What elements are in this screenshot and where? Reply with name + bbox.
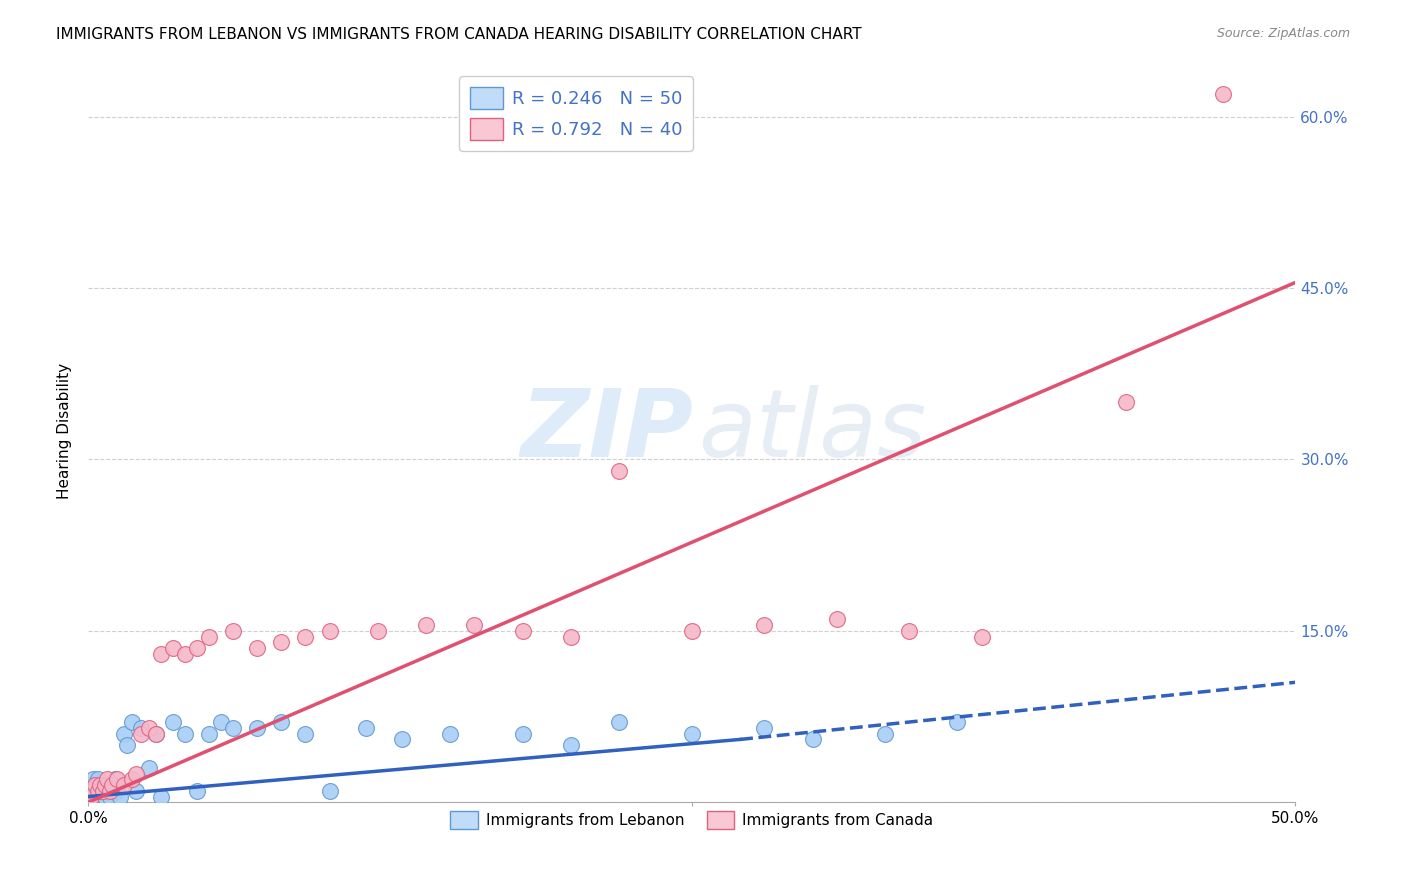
Point [162, 715, 184, 730]
Point [198, 630, 221, 644]
Point [79, 789, 101, 804]
Point [173, 647, 195, 661]
Point [112, 778, 135, 792]
Point [129, 727, 152, 741]
Point [91, 778, 114, 792]
Point [681, 727, 703, 741]
Point [96, 772, 118, 787]
Point [609, 715, 631, 730]
Y-axis label: Hearing Disability: Hearing Disability [58, 363, 72, 499]
Point [89, 789, 111, 804]
Point [149, 789, 172, 804]
Point [138, 761, 160, 775]
Point [463, 618, 485, 632]
Point [87, 784, 110, 798]
Point [145, 727, 167, 741]
Text: IMMIGRANTS FROM LEBANON VS IMMIGRANTS FROM CANADA HEARING DISABILITY CORRELATION: IMMIGRANTS FROM LEBANON VS IMMIGRANTS FR… [56, 27, 862, 42]
Point [825, 612, 848, 626]
Point [512, 624, 534, 638]
Point [121, 772, 143, 787]
Point [84, 789, 107, 804]
Point [391, 732, 413, 747]
Point [754, 618, 776, 632]
Point [125, 784, 148, 798]
Point [970, 630, 993, 644]
Point [367, 624, 389, 638]
Point [173, 727, 195, 741]
Text: ZIP: ZIP [520, 385, 693, 477]
Point [91, 784, 114, 798]
Point [512, 727, 534, 741]
Point [79, 778, 101, 792]
Point [125, 766, 148, 780]
Point [79, 789, 101, 804]
Point [112, 727, 135, 741]
Point [294, 630, 316, 644]
Point [898, 624, 921, 638]
Point [246, 640, 269, 655]
Point [149, 647, 172, 661]
Point [84, 778, 107, 792]
Point [91, 784, 114, 798]
Point [946, 715, 969, 730]
Text: atlas: atlas [699, 385, 927, 476]
Text: Source: ZipAtlas.com: Source: ZipAtlas.com [1216, 27, 1350, 40]
Point [82, 784, 104, 798]
Point [89, 784, 111, 798]
Point [96, 784, 118, 798]
Point [101, 784, 124, 798]
Point [294, 727, 316, 741]
Point [873, 727, 896, 741]
Point [1115, 395, 1137, 409]
Point [115, 738, 138, 752]
Point [186, 784, 208, 798]
Point [162, 640, 184, 655]
Legend: Immigrants from Lebanon, Immigrants from Canada: Immigrants from Lebanon, Immigrants from… [444, 805, 939, 836]
Point [560, 630, 582, 644]
Point [89, 778, 111, 792]
Point [145, 727, 167, 741]
Point [82, 784, 104, 798]
Point [98, 789, 121, 804]
Point [354, 721, 377, 735]
Point [1212, 87, 1234, 101]
Point [104, 772, 127, 787]
Point [222, 624, 245, 638]
Point [94, 789, 117, 804]
Point [560, 738, 582, 752]
Point [129, 721, 152, 735]
Point [186, 640, 208, 655]
Point [98, 784, 121, 798]
Point [270, 715, 292, 730]
Point [87, 772, 110, 787]
Point [138, 721, 160, 735]
Point [82, 772, 104, 787]
Point [209, 715, 232, 730]
Point [87, 789, 110, 804]
Point [318, 784, 340, 798]
Point [318, 624, 340, 638]
Point [121, 715, 143, 730]
Point [754, 721, 776, 735]
Point [270, 635, 292, 649]
Point [105, 784, 128, 798]
Point [801, 732, 824, 747]
Point [82, 789, 104, 804]
Point [101, 778, 124, 792]
Point [609, 464, 631, 478]
Point [84, 784, 107, 798]
Point [246, 721, 269, 735]
Point [105, 772, 128, 787]
Point [415, 618, 437, 632]
Point [681, 624, 703, 638]
Point [84, 778, 107, 792]
Point [439, 727, 461, 741]
Point [108, 789, 131, 804]
Point [222, 721, 245, 735]
Point [198, 727, 221, 741]
Point [94, 778, 117, 792]
